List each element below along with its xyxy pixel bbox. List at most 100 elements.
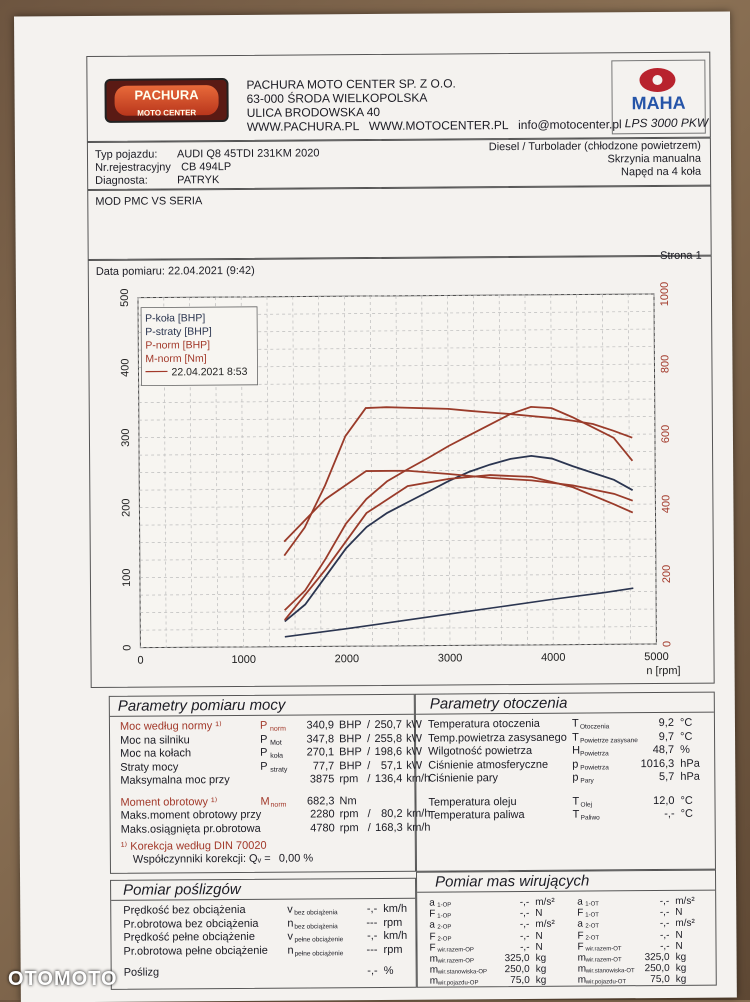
environment-title: Parametry otoczenia bbox=[430, 695, 568, 713]
slip-value: --- bbox=[347, 943, 377, 956]
power-value1: 3875 bbox=[300, 773, 334, 786]
power-value1: 4780 bbox=[301, 822, 335, 835]
environment-label: Temp.powietrza zasysanego bbox=[428, 731, 567, 745]
mass-title: Pomiar mas wirujących bbox=[435, 873, 589, 891]
environment-symbol: p bbox=[572, 772, 578, 785]
power-label: Moc według normy ¹⁾ bbox=[120, 720, 222, 734]
slip-box: Pomiar poślizgów Prędkość bez obciążenia… bbox=[110, 878, 417, 990]
power-unit1: rpm bbox=[339, 773, 358, 786]
y-right-tick-label: 400 bbox=[660, 495, 672, 513]
maha-wheel-icon bbox=[637, 67, 677, 93]
power-label: Moment obrotowy ¹⁾ bbox=[120, 796, 217, 810]
separator-slash: / bbox=[367, 719, 370, 732]
slip-symbol-sub: pełne obciążenie bbox=[295, 947, 344, 960]
power-title: Parametry pomiaru mocy bbox=[118, 697, 286, 715]
slip-symbol: n bbox=[287, 917, 293, 930]
slip-symbol-sub: pełne obciążenie bbox=[294, 933, 343, 946]
separator-slash: / bbox=[368, 808, 371, 821]
y-left-tick-label: 500 bbox=[119, 289, 131, 307]
mass-symbol-ot-sub: wir.pojazdu-OT bbox=[586, 977, 626, 990]
power-label: Moc na kołach bbox=[120, 747, 191, 760]
x-tick-label: 5000 bbox=[644, 651, 669, 663]
environment-label: Ciśnienie atmosferyczne bbox=[428, 758, 548, 772]
power-symbol-sub: norm bbox=[270, 723, 286, 736]
power-label: Maks.moment obrotowy przy bbox=[121, 809, 262, 823]
environment-unit: °C bbox=[680, 730, 692, 743]
legend-entry: M-norm [Nm] bbox=[145, 353, 206, 365]
power-value2: 57,1 bbox=[372, 759, 402, 772]
vehicle-type-label: Typ pojazdu: bbox=[95, 149, 157, 162]
power-value1: 2280 bbox=[301, 808, 335, 821]
power-unit1: Nm bbox=[339, 795, 356, 808]
company-address2: ULICA BRODOWSKA 40 bbox=[247, 105, 380, 120]
company-name: PACHURA MOTO CENTER SP. Z O.O. bbox=[246, 76, 455, 91]
separator-slash: / bbox=[367, 773, 370, 786]
power-box: Parametry pomiaru mocy Moc według normy … bbox=[109, 694, 416, 874]
slip-label: Prędkość bez obciążenia bbox=[123, 904, 245, 918]
gearbox-type: Skrzynia manualna bbox=[607, 153, 701, 167]
environment-value: 9,2 bbox=[634, 717, 674, 730]
environment-symbol: H bbox=[572, 745, 580, 758]
company-web: WWW.PACHURA.PL WWW.MOTOCENTER.PL info@mo… bbox=[247, 117, 622, 134]
vehicle-type-value: AUDI Q8 45TDI 231KM 2020 bbox=[177, 147, 320, 161]
environment-symbol: T bbox=[573, 809, 580, 822]
power-value1: 682,3 bbox=[300, 795, 334, 808]
environment-symbol-sub: Pary bbox=[580, 774, 593, 787]
environment-unit: °C bbox=[681, 808, 693, 821]
power-value1: 77,7 bbox=[300, 760, 334, 773]
environment-symbol: T bbox=[572, 731, 579, 744]
power-symbol-sub: Mot bbox=[270, 736, 282, 749]
y-right-tick-label: 1000 bbox=[659, 282, 671, 307]
environment-box: Parametry otoczenia Temperatura otoczeni… bbox=[415, 692, 716, 872]
power-value1: 347,8 bbox=[300, 733, 334, 746]
legend-entry: P-straty [BHP] bbox=[145, 326, 212, 338]
power-value2: 250,7 bbox=[372, 719, 402, 732]
environment-symbol-sub: Powietrze zasysane bbox=[580, 734, 638, 747]
environment-value: 48,7 bbox=[634, 744, 674, 757]
y-right-tick-label: 800 bbox=[659, 355, 671, 373]
din-note: ¹⁾ Korekcja według DIN 70020 bbox=[121, 840, 267, 854]
power-unit1: BHP bbox=[339, 733, 362, 746]
power-unit1: BHP bbox=[339, 760, 362, 773]
power-value2: 168,3 bbox=[373, 821, 403, 834]
slip-value: -,- bbox=[347, 903, 377, 916]
environment-unit: °C bbox=[680, 717, 692, 730]
separator-slash: / bbox=[367, 760, 370, 773]
slip-value: --- bbox=[347, 916, 377, 929]
environment-label: Temperatura paliwa bbox=[429, 809, 525, 823]
maha-logo-text: MAHA bbox=[632, 94, 686, 113]
environment-label: Wilgotność powietrza bbox=[428, 745, 532, 759]
slip-label: Pr.obrotowa bez obciążenia bbox=[123, 917, 258, 931]
environment-symbol-sub: Otoczenia bbox=[580, 720, 609, 733]
power-unit1: BHP bbox=[339, 746, 362, 759]
environment-unit: °C bbox=[680, 794, 692, 807]
y-right-tick-label: 600 bbox=[660, 425, 672, 443]
power-symbol: P bbox=[260, 720, 267, 733]
x-tick-label: 4000 bbox=[541, 652, 566, 664]
separator-slash: / bbox=[367, 746, 370, 759]
page-number: Strona 1 bbox=[660, 250, 702, 263]
power-label: Maksymalna moc przy bbox=[120, 774, 230, 788]
power-symbol: P bbox=[260, 733, 267, 746]
environment-unit: hPa bbox=[680, 757, 700, 770]
power-symbol-sub: straty bbox=[270, 763, 287, 776]
maha-model: LPS 3000 PKW bbox=[625, 117, 708, 131]
separator-slash: / bbox=[367, 733, 370, 746]
slip-unit: rpm bbox=[383, 943, 402, 956]
vehicle-reg-label: Nr.rejestracyjny bbox=[95, 161, 171, 175]
slip-unit: km/h bbox=[383, 903, 407, 916]
y-left-tick-label: 100 bbox=[121, 569, 133, 587]
power-symbol-sub: koła bbox=[270, 750, 283, 763]
environment-symbol-sub: Olej bbox=[580, 798, 592, 811]
mass-unit-op: kg bbox=[536, 974, 547, 987]
slip-label: Prędkość pełne obciążenie bbox=[123, 931, 255, 945]
x-tick-label: 2000 bbox=[335, 653, 360, 665]
power-symbol: P bbox=[260, 747, 267, 760]
slip-unit: km/h bbox=[383, 930, 407, 943]
power-value2: 80,2 bbox=[373, 808, 403, 821]
diagnostician-label: Diagnosta: bbox=[95, 175, 148, 188]
x-tick-label: 1000 bbox=[231, 654, 256, 666]
power-label: Moc na silniku bbox=[120, 734, 190, 747]
legend-entry: P-koła [BHP] bbox=[145, 312, 205, 324]
